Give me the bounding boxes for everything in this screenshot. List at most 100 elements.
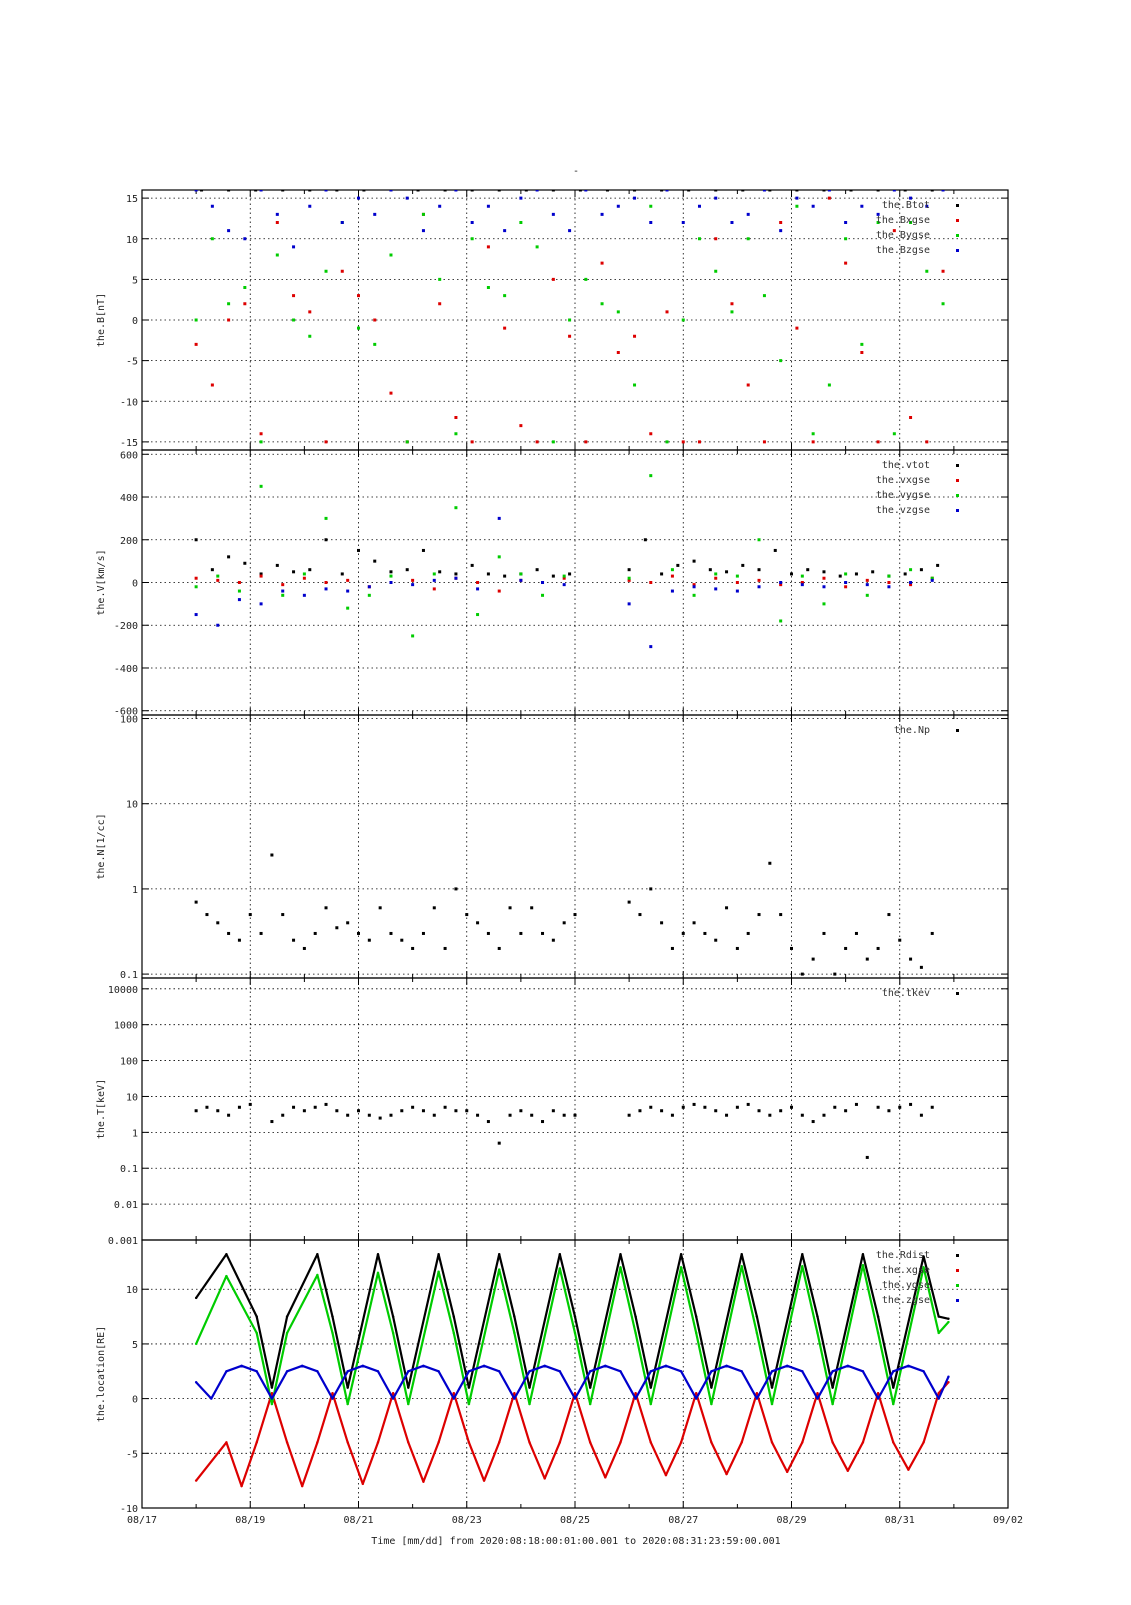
data-point — [909, 581, 913, 584]
data-point — [225, 1370, 228, 1373]
data-point — [486, 204, 490, 208]
data-point — [194, 190, 198, 192]
data-point — [313, 931, 317, 935]
data-point — [790, 946, 793, 950]
legend-label: the.tkev — [882, 988, 930, 999]
data-point — [768, 861, 772, 865]
y-tick-label: 0.001 — [108, 1236, 138, 1247]
data-point — [779, 619, 783, 623]
y-axis-label: the.T[keV] — [96, 1079, 107, 1139]
data-point — [357, 548, 360, 552]
data-point — [816, 1315, 819, 1318]
data-point — [302, 946, 306, 950]
data-point — [634, 1315, 637, 1318]
data-point — [779, 359, 783, 363]
data-point — [285, 1315, 289, 1318]
y-tick-label: 10 — [126, 1285, 138, 1296]
data-point — [437, 1370, 440, 1373]
data-point — [714, 1109, 718, 1113]
data-point — [302, 1109, 306, 1113]
data-point — [240, 1484, 243, 1488]
data-point — [227, 229, 231, 233]
data-point — [292, 1105, 296, 1109]
data-point — [340, 572, 344, 576]
data-point — [281, 589, 285, 593]
data-point — [714, 572, 718, 576]
y-axis-label: the.N[1/cc] — [96, 813, 107, 879]
data-point — [649, 581, 653, 584]
data-point — [887, 581, 891, 584]
data-point — [407, 1370, 410, 1373]
data-point — [373, 212, 377, 216]
series-the-zgse — [194, 1364, 950, 1400]
data-point — [454, 432, 458, 436]
data-point — [407, 1386, 410, 1389]
data-point — [725, 1364, 728, 1367]
data-point — [746, 383, 750, 387]
data-point — [588, 1441, 592, 1444]
data-point — [831, 1402, 834, 1406]
data-point — [389, 570, 393, 574]
data-point — [452, 1397, 455, 1400]
data-point — [248, 913, 252, 917]
data-point — [391, 1315, 395, 1318]
data-point — [259, 574, 263, 578]
data-point — [454, 572, 458, 576]
legend-swatch — [956, 1269, 959, 1272]
data-point — [361, 1364, 365, 1367]
data-point — [785, 1364, 789, 1367]
data-point — [528, 1370, 531, 1373]
data-point — [600, 212, 604, 216]
data-point — [432, 1113, 436, 1117]
data-point — [452, 1315, 455, 1318]
data-point — [909, 221, 913, 224]
data-point — [865, 578, 869, 582]
y-tick-label: 0 — [132, 579, 138, 590]
data-point — [922, 1370, 925, 1373]
data-point — [270, 1402, 274, 1406]
data-point — [811, 957, 815, 961]
data-point — [411, 634, 415, 638]
data-point — [854, 572, 858, 576]
data-point — [714, 576, 718, 580]
data-point — [362, 190, 366, 192]
data-point — [308, 190, 312, 192]
x-tick-label: 08/27 — [668, 1515, 698, 1526]
data-point — [270, 853, 274, 857]
data-point — [467, 1370, 471, 1373]
data-point — [833, 972, 837, 976]
data-point — [903, 190, 907, 192]
data-point — [237, 598, 241, 602]
data-point — [600, 302, 604, 306]
data-point — [324, 1102, 328, 1106]
data-point — [755, 1315, 759, 1318]
data-point — [302, 593, 306, 597]
y-tick-label: 0.1 — [120, 970, 138, 981]
data-point — [438, 277, 442, 281]
y-tick-label: 0.01 — [114, 1200, 138, 1211]
data-point — [346, 1370, 349, 1373]
data-point — [227, 555, 231, 559]
data-point — [324, 190, 328, 192]
data-point — [692, 1102, 696, 1106]
data-layer — [194, 1253, 950, 1488]
data-point — [822, 570, 826, 574]
data-point — [795, 204, 799, 208]
data-point — [638, 1109, 642, 1113]
data-point — [714, 269, 718, 273]
data-point — [941, 302, 945, 306]
data-point — [357, 294, 360, 298]
data-point — [697, 440, 701, 444]
data-point — [275, 563, 279, 567]
data-point — [373, 318, 377, 322]
data-point — [861, 1263, 865, 1267]
data-point — [919, 568, 923, 572]
data-point — [822, 931, 826, 935]
data-point — [216, 1109, 220, 1113]
data-point — [486, 1120, 490, 1124]
series-the-Np — [194, 853, 934, 976]
data-point — [768, 190, 772, 192]
data-point — [551, 440, 555, 444]
data-point — [541, 1120, 545, 1124]
y-tick-label: 0 — [132, 316, 138, 327]
